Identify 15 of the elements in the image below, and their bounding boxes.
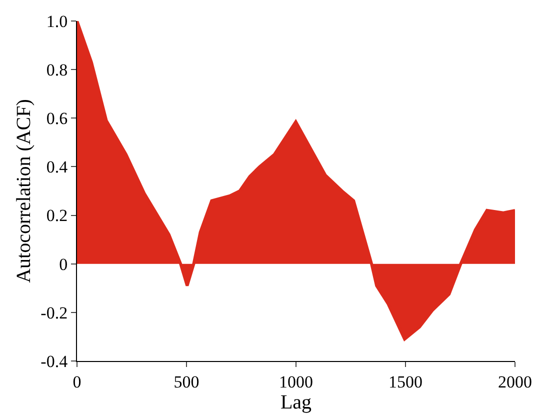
x-tick-label: 1500: [388, 372, 422, 392]
y-tick-label: 0.6: [46, 109, 68, 128]
y-tick-label: 0.4: [46, 158, 68, 177]
x-tick-label: 2000: [498, 372, 532, 392]
y-axis-title: Autocorrelation (ACF): [13, 99, 36, 283]
x-tick-label: 1000: [279, 372, 313, 392]
y-tick-label: -0.2: [40, 303, 68, 322]
x-tick-label: 0: [72, 372, 82, 392]
y-tick-label: 0: [59, 254, 68, 274]
y-tick-label: 0.8: [46, 60, 68, 80]
x-axis-title: Lag: [280, 391, 312, 414]
y-tick-label: 1.0: [46, 12, 68, 31]
y-tick-label: 0.2: [46, 206, 68, 226]
x-tick-label: 500: [174, 372, 200, 392]
y-tick-label: -0.4: [40, 352, 68, 371]
